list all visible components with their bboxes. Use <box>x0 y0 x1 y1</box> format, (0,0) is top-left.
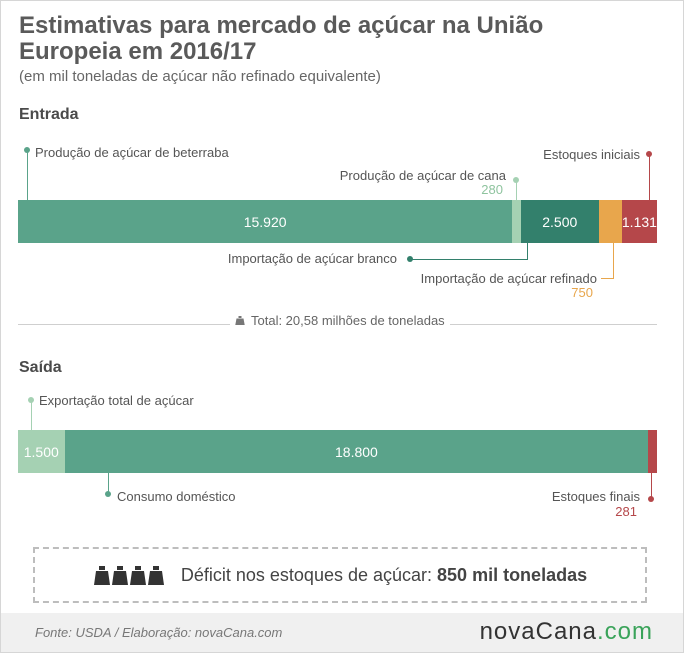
label-consumo: Consumo doméstico <box>117 489 236 504</box>
label-estoques-iniciais: Estoques iniciais <box>543 147 640 162</box>
source-text: Fonte: USDA / Elaboração: novaCana.com <box>35 625 283 640</box>
novacana-logo: novaCana.com <box>479 618 653 645</box>
value-cana: 280 <box>481 182 503 197</box>
bar-segment-0-3 <box>598 200 622 243</box>
section-entrada-title: Entrada <box>19 106 79 123</box>
chart-subtitle: (em mil toneladas de açúcar não refinado… <box>19 68 381 85</box>
cana-leader <box>516 180 517 200</box>
footer: Fonte: USDA / Elaboração: novaCana.com n… <box>1 613 683 652</box>
label-estoques-finais: Estoques finais <box>551 489 640 504</box>
exportacao-leader <box>31 400 32 430</box>
section-saida-title: Saída <box>19 359 62 376</box>
label-cana: Produção de açúcar de cana <box>339 168 506 183</box>
value-estoques-finais: 281 <box>615 504 637 519</box>
label-refinado: Importação de açúcar refinado <box>420 271 597 286</box>
branco-leader-v <box>527 243 528 259</box>
bar-segment-1-0: 1.500 <box>18 430 65 473</box>
bar-segment-1-2 <box>648 430 657 473</box>
value-refinado: 750 <box>571 285 593 300</box>
deficit-value: 850 mil toneladas <box>437 564 588 585</box>
bar-value-label: 1.131 <box>621 213 657 230</box>
deficit-text: Déficit nos estoques de açúcar: 850 mil … <box>180 564 588 585</box>
branco-dot <box>407 256 413 262</box>
branco-leader-h <box>410 259 528 260</box>
bar-value-label: 1.500 <box>23 443 59 460</box>
bar-segment-1-1: 18.800 <box>64 430 649 473</box>
estoques-finais-dot <box>648 496 654 502</box>
bar-segment-0-1 <box>512 200 521 243</box>
label-beterraba: Produção de açúcar de beterraba <box>35 145 229 160</box>
beterraba-leader <box>27 150 28 200</box>
saida-stacked-bar: 1.500 18.800 <box>18 430 657 473</box>
bar-value-label: 15.920 <box>243 213 287 230</box>
weight-icon <box>235 316 245 325</box>
estoques-iniciais-leader <box>649 154 650 200</box>
bar-value-label: 18.800 <box>335 443 378 460</box>
bar-segment-0-2: 2.500 <box>520 200 599 243</box>
estoques-finais-leader <box>651 473 652 497</box>
bar-segment-0-0: 15.920 <box>18 200 513 243</box>
label-exportacao: Exportação total de açúcar <box>39 393 194 408</box>
bar-segment-0-4: 1.131 <box>621 200 657 243</box>
entrada-stacked-bar: 15.920 2.500 1.131 <box>18 200 657 243</box>
bar-value-label: 2.500 <box>542 213 578 230</box>
chart-title: Estimativas para mercado de açúcar na Un… <box>19 12 544 65</box>
refinado-leader-h <box>601 278 614 279</box>
weights-icon <box>93 566 164 585</box>
consumo-leader <box>108 473 109 492</box>
deficit-box: Déficit nos estoques de açúcar: 850 mil … <box>33 547 647 603</box>
consumo-dot <box>105 491 111 497</box>
total-text: Total: 20,58 milhões de toneladas <box>251 313 445 328</box>
label-branco: Importação de açúcar branco <box>227 251 397 266</box>
total-label: Total: 20,58 milhões de toneladas <box>230 313 450 328</box>
refinado-leader-v <box>613 243 614 278</box>
